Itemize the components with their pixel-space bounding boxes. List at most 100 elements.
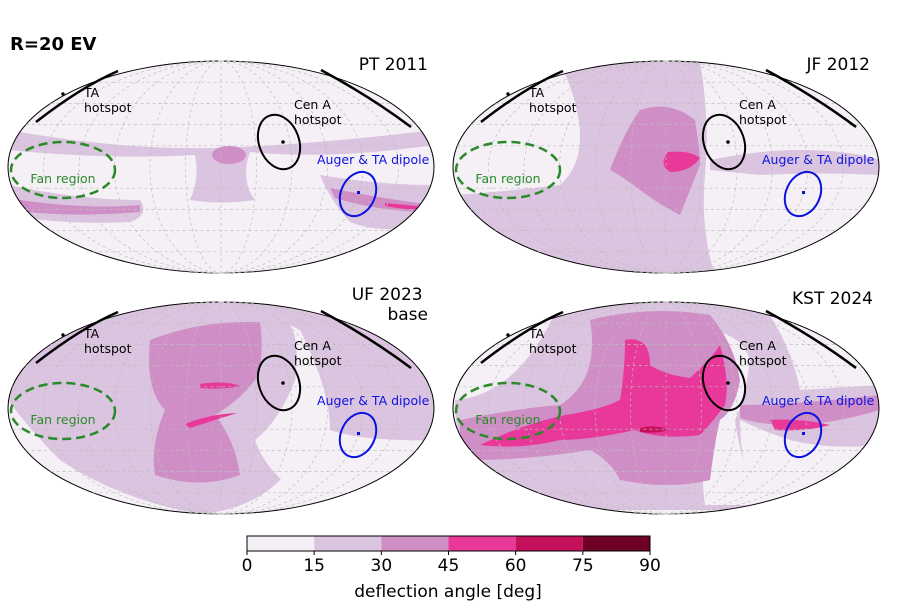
fan-region-contour — [9, 381, 117, 441]
pt2011-region-15-30-band — [8, 130, 434, 203]
colorbar-tick-label: 15 — [303, 556, 325, 576]
ta-hotspot-marker — [506, 333, 510, 337]
graticule-meridian — [220, 301, 257, 515]
graticule-meridian — [594, 60, 667, 274]
dipole-marker — [802, 191, 805, 194]
graticule-meridian — [523, 301, 667, 515]
graticule-meridian — [665, 301, 809, 515]
kst2024-region-45-60 — [480, 339, 727, 447]
colorbar-bin — [515, 536, 583, 551]
cen-a-marker — [726, 381, 730, 385]
auger-ta-dipole-label: Auger & TA dipole — [317, 152, 430, 167]
graticule-meridian — [220, 60, 364, 274]
graticule-meridian — [559, 60, 667, 274]
ta-hotspot-contour-wrap — [765, 68, 857, 129]
colorbar-bin — [247, 536, 315, 551]
auger-ta-dipole-contour — [338, 170, 378, 218]
jf2012-region-15-30-right — [710, 150, 879, 175]
graticule-meridian — [43, 60, 222, 274]
colorbar-tick-label: 90 — [639, 556, 661, 576]
graticule-meridian — [78, 60, 222, 274]
fan-region-label: Fan region — [30, 171, 95, 186]
auger-ta-dipole-label: Auger & TA dipole — [762, 393, 875, 408]
fan-region-contour — [454, 140, 562, 200]
uf2023-region-30-45 — [149, 321, 262, 483]
graticule-lines — [12, 60, 875, 515]
graticule-meridian — [220, 60, 328, 274]
auger-ta-dipole-contour — [783, 411, 823, 459]
graticule-meridian — [114, 60, 222, 274]
colorbar-tick-label: 60 — [505, 556, 527, 576]
graticule-meridian — [594, 301, 667, 515]
ta-hotspot-label: TA hotspot — [528, 326, 577, 356]
dipole-marker — [357, 432, 360, 435]
graticule-meridian — [630, 60, 667, 274]
colorbar-bin — [381, 536, 449, 551]
graticule-meridian — [185, 301, 222, 515]
figure-heading: R=20 EV — [10, 34, 97, 55]
cen-a-hotspot-contour — [701, 354, 747, 412]
graticule-meridian — [220, 301, 399, 515]
dipole-marker — [357, 191, 360, 194]
cen-a-marker — [281, 140, 285, 144]
colorbar-label: deflection angle [deg] — [354, 582, 542, 602]
colorbar-bin — [314, 536, 382, 551]
cen-a-marker — [726, 140, 730, 144]
cen-a-marker — [281, 381, 285, 385]
auger-ta-dipole-contour — [338, 411, 378, 459]
ta-hotspot-marker — [61, 92, 65, 96]
cen-a-hotspot-contour — [701, 113, 747, 171]
fan-region-label: Fan region — [475, 171, 540, 186]
colorbar-tick-label: 45 — [438, 556, 460, 576]
ta-hotspot-marker — [506, 92, 510, 96]
ta-hotspot-contour-wrap — [320, 68, 412, 129]
panel-title-kst2024: KST 2024 — [792, 289, 873, 309]
graticule-meridian — [220, 301, 328, 515]
colorbar-tick-label: 30 — [371, 556, 393, 576]
graticule-meridian — [665, 60, 773, 274]
jf2012-region-45-60 — [663, 151, 700, 172]
panel-jf2012 — [452, 60, 880, 274]
kst2024-region-60-75 — [640, 426, 670, 433]
colorbar-bin — [582, 536, 650, 551]
fan-region-label: Fan region — [475, 412, 540, 427]
ta-hotspot-label: TA hotspot — [83, 85, 132, 115]
panel-pt2011 — [7, 60, 435, 274]
ta-hotspot-contour — [35, 69, 119, 123]
auger-ta-dipole-label: Auger & TA dipole — [317, 393, 430, 408]
graticule-meridian — [665, 301, 844, 515]
cen-a-hotspot-contour — [256, 354, 302, 412]
graticule-meridian — [220, 301, 364, 515]
colorbar-tick-label: 0 — [242, 556, 253, 576]
ta-hotspot-contour-wrap — [320, 309, 412, 370]
graticule-meridian — [665, 60, 844, 274]
graticule-meridian — [523, 60, 667, 274]
ta-hotspot-contour — [480, 69, 564, 123]
uf2023-region-45-60-b — [185, 413, 237, 428]
panel-title-uf2023: UF 2023 base — [352, 285, 428, 325]
kst2024-region-30-45-right — [740, 395, 879, 425]
colorbar-bin — [448, 536, 516, 551]
graticule-meridian — [630, 301, 667, 515]
graticule-meridian — [220, 60, 257, 274]
fan-region-label: Fan region — [30, 412, 95, 427]
panel-title-pt2011: PT 2011 — [359, 55, 428, 75]
panel-title-jf2012: JF 2012 — [806, 55, 870, 75]
graticule-meridian — [665, 60, 702, 274]
graticule-meridian — [488, 301, 667, 515]
graticule-meridian — [114, 301, 222, 515]
graticule-meridian — [220, 60, 399, 274]
ta-hotspot-label: TA hotspot — [83, 326, 132, 356]
pt2011-region-30-45-center — [212, 146, 246, 164]
graticule-meridian — [665, 301, 702, 515]
graticule-meridian — [149, 301, 222, 515]
graticule-meridian — [149, 60, 222, 274]
graticule-meridian — [488, 60, 667, 274]
fan-region-contour — [9, 140, 117, 200]
